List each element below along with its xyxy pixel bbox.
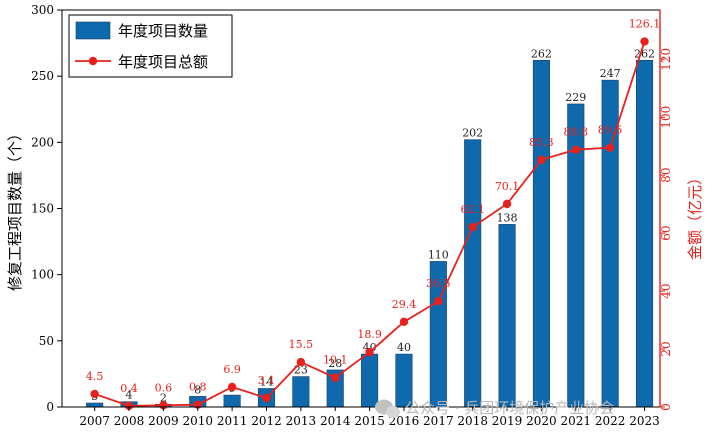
line-point-2013	[296, 357, 306, 367]
line-point-2016	[399, 317, 409, 327]
bar-2013	[292, 376, 310, 408]
bar-label-2019: 138	[497, 211, 518, 224]
x-tick-label-2008: 2008	[114, 414, 145, 428]
legend-line-marker	[88, 56, 98, 66]
bar-2007	[86, 402, 104, 408]
line-label-2016: 29.4	[392, 298, 417, 311]
y-tick-label-0: 0	[46, 400, 54, 414]
line-point-2019	[502, 199, 512, 209]
y2-tick-label-0: 0	[659, 403, 673, 411]
bar-label-2008: 4	[126, 389, 133, 402]
y2-tick-label-100: 100	[659, 106, 673, 129]
line-label-2022: 89.5	[598, 124, 623, 137]
y2-axis-title: 金额（亿元）	[686, 170, 704, 260]
x-tick-label-2009: 2009	[148, 414, 179, 428]
x-tick-label-2010: 2010	[182, 414, 213, 428]
x-tick-label-2022: 2022	[595, 414, 626, 428]
bar-label-2021: 229	[565, 91, 586, 104]
bar-label-2022: 247	[600, 67, 621, 80]
line-label-2009: 0.6	[155, 381, 173, 394]
legend-bar-swatch	[75, 21, 111, 40]
line-label-2014: 10.1	[323, 354, 348, 367]
x-tick-label-2012: 2012	[251, 414, 282, 428]
y2-tick-label-120: 120	[659, 48, 673, 71]
y-tick-label-150: 150	[31, 202, 54, 216]
x-tick-label-2023: 2023	[629, 414, 660, 428]
bar-label-2016: 40	[397, 341, 411, 354]
bar-2023	[635, 59, 654, 408]
line-point-2007	[90, 389, 99, 399]
y-tick-label-200: 200	[31, 135, 54, 149]
line-label-2007: 4.5	[86, 370, 104, 383]
line-label-2018: 62.1	[460, 203, 485, 216]
legend-line-label: 年度项目总额	[118, 53, 208, 71]
bar-2019	[498, 224, 516, 408]
line-point-2011	[227, 382, 237, 392]
y-tick-label-250: 250	[31, 69, 54, 83]
line-point-2017	[434, 297, 443, 306]
y2-tick-label-80: 80	[659, 168, 673, 183]
line-label-2010: 0.8	[189, 381, 207, 394]
x-tick-label-2015: 2015	[354, 414, 385, 428]
watermark-text: 公众号 · 兵团环境保护产业协会	[405, 399, 614, 417]
y2-tick-label-60: 60	[659, 225, 673, 240]
x-tick-label-2014: 2014	[320, 414, 351, 428]
y-tick-label-50: 50	[39, 334, 54, 348]
bar-2011	[223, 394, 241, 408]
y-tick-label-100: 100	[31, 268, 54, 282]
x-tick-label-2017: 2017	[423, 414, 454, 428]
line-label-2021: 88.8	[564, 126, 589, 139]
bar-label-2020: 262	[531, 47, 552, 60]
bar-label-2018: 202	[462, 127, 483, 140]
line-point-2023	[640, 37, 649, 46]
line-label-2012: 3.1	[258, 374, 276, 387]
line-point-2015	[365, 348, 374, 357]
line-point-2022	[605, 143, 615, 152]
bar-2018	[464, 139, 482, 408]
line-label-2017: 36.5	[426, 277, 451, 290]
x-tick-label-2018: 2018	[457, 414, 488, 428]
line-point-2020	[537, 155, 546, 165]
x-tick-label-2007: 2007	[79, 414, 110, 428]
x-tick-label-2021: 2021	[561, 414, 592, 428]
bar-label-2009: 2	[160, 391, 167, 404]
axes: 0 50 100 150 200 250 300 0 20 40 60 80 100 120 2007 200…	[6, 3, 704, 428]
y-tick-label-300: 300	[31, 3, 54, 17]
line-point-2021	[571, 145, 580, 154]
bar-label-2012: 14	[259, 375, 273, 388]
bar-2015	[361, 353, 379, 408]
bar-label-2023: 262	[634, 47, 655, 60]
x-tick-label-2011: 2011	[217, 414, 248, 428]
line-point-2014	[331, 373, 340, 382]
line-point-2018	[468, 222, 477, 232]
line-point-2008	[124, 401, 134, 411]
x-tick-label-2019: 2019	[492, 414, 523, 428]
x-tick-label-2020: 2020	[526, 414, 557, 428]
line-point-2012	[262, 393, 271, 403]
line-label-2023: 126.1	[629, 18, 661, 31]
bar-label-2014: 28	[328, 357, 342, 370]
line-label-2008: 0.4	[120, 382, 138, 395]
bar-label-2010: 8	[194, 383, 201, 396]
x-tick-label-2013: 2013	[286, 414, 317, 428]
legend-bar-label: 年度项目数量	[118, 22, 208, 40]
watermark: 公众号 · 兵团环境保护产业协会	[375, 399, 614, 418]
line-label-2011: 6.9	[223, 363, 241, 376]
y-axis-title: 修复工程项目数量（个）	[6, 126, 24, 291]
line-label-2019: 70.1	[495, 180, 520, 193]
line-label-2013: 15.5	[289, 338, 314, 351]
line-label-2015: 18.9	[357, 328, 382, 341]
bar-2020	[532, 59, 550, 408]
bar-label-2017: 110	[428, 248, 449, 261]
y2-tick-label-40: 40	[659, 283, 673, 298]
y2-tick-label-20: 20	[659, 341, 673, 356]
line-series	[90, 37, 649, 411]
wechat-icon	[375, 399, 400, 418]
x-tick-label-2016: 2016	[389, 414, 420, 428]
line-label-2020: 85.3	[529, 136, 554, 149]
line-labels: 4.5 0.4 0.6 0.8 6.9 3.1 15.5 10.1 18.9 29.4 36.5 62…	[86, 18, 660, 395]
